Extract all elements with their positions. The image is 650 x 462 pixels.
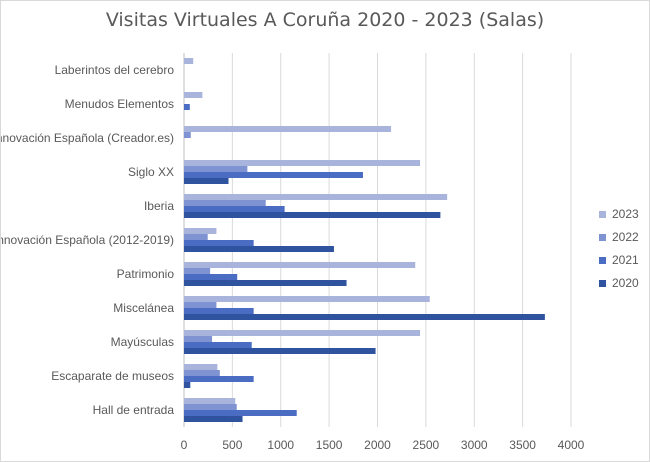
x-tick-label: 1500 <box>316 438 343 452</box>
bar-2023 <box>184 262 416 268</box>
bar-2022 <box>184 336 213 342</box>
x-tick-label: 3500 <box>509 438 536 452</box>
x-tick-label: 1000 <box>267 438 294 452</box>
bar-2023 <box>184 228 217 234</box>
category-label: Laberintos del cerebro <box>55 63 175 77</box>
bar-2020 <box>184 246 334 252</box>
legend-swatch-2023 <box>599 211 606 218</box>
bar-2021 <box>184 240 254 246</box>
bar-2021 <box>184 410 297 416</box>
category-label: Siglo XX <box>128 165 174 179</box>
bar-2021 <box>184 104 190 110</box>
category-label: Hall de entrada <box>93 403 175 417</box>
bar-2020 <box>184 416 243 422</box>
bar-2021 <box>184 308 254 314</box>
legend-label-2021: 2021 <box>612 253 639 267</box>
bar-2022 <box>184 234 208 240</box>
category-label: Escaparate de museos <box>51 369 174 383</box>
bar-2023 <box>184 58 194 64</box>
bar-2020 <box>184 178 229 184</box>
bar-2022 <box>184 200 266 206</box>
bar-2021 <box>184 274 238 280</box>
legend: 2023 2022 2021 2020 <box>599 207 639 290</box>
bar-2022 <box>184 370 220 376</box>
bar-2020 <box>184 314 545 320</box>
bar-2023 <box>184 126 392 132</box>
bar-2021 <box>184 206 285 212</box>
bar-2023 <box>184 364 218 370</box>
bar-2022 <box>184 268 211 274</box>
bar-2023 <box>184 296 430 302</box>
category-label: Innovación Española (Creador.es) <box>1 131 174 145</box>
bar-2023 <box>184 398 236 404</box>
chart-title: Visitas Virtuales A Coruña 2020 - 2023 (… <box>105 9 545 31</box>
legend-swatch-2022 <box>599 234 606 241</box>
x-tick-label: 3000 <box>461 438 488 452</box>
bar-2023 <box>184 330 421 336</box>
bar-2021 <box>184 342 252 348</box>
bar-2020 <box>184 382 191 388</box>
bar-2020 <box>184 280 347 286</box>
x-tick-labels: 0 500 1000 1500 2000 2500 3000 3500 4000 <box>181 438 585 452</box>
category-label: Menudos Elementos <box>65 97 174 111</box>
bar-2022 <box>184 132 191 138</box>
bar-2021 <box>184 376 254 382</box>
legend-label-2020: 2020 <box>612 276 639 290</box>
x-tick-label: 2000 <box>364 438 391 452</box>
category-label: Mayúsculas <box>111 335 174 349</box>
category-label: Innovación Española (2012-2019) <box>1 233 174 247</box>
x-tick-label: 0 <box>181 438 188 452</box>
bar-2023 <box>184 160 421 166</box>
category-labels: Laberintos del cerebro Menudos Elementos I… <box>1 63 174 417</box>
category-label: Patrimonio <box>117 267 175 281</box>
bar-2023 <box>184 92 203 98</box>
legend-swatch-2020 <box>599 280 606 287</box>
category-label: Iberia <box>144 199 174 213</box>
bar-2022 <box>184 404 237 410</box>
bar-2021 <box>184 172 363 178</box>
bar-2023 <box>184 194 448 200</box>
legend-label-2022: 2022 <box>612 230 639 244</box>
legend-label-2023: 2023 <box>612 207 639 221</box>
bar-2020 <box>184 348 376 354</box>
bars-layer <box>184 58 545 422</box>
x-tick-label: 2500 <box>413 438 440 452</box>
bar-2020 <box>184 212 441 218</box>
bar-2022 <box>184 166 248 172</box>
legend-swatch-2021 <box>599 257 606 264</box>
category-label: Miscelánea <box>113 301 174 315</box>
bar-2022 <box>184 302 217 308</box>
x-tick-label: 4000 <box>558 438 585 452</box>
x-tick-label: 500 <box>222 438 242 452</box>
